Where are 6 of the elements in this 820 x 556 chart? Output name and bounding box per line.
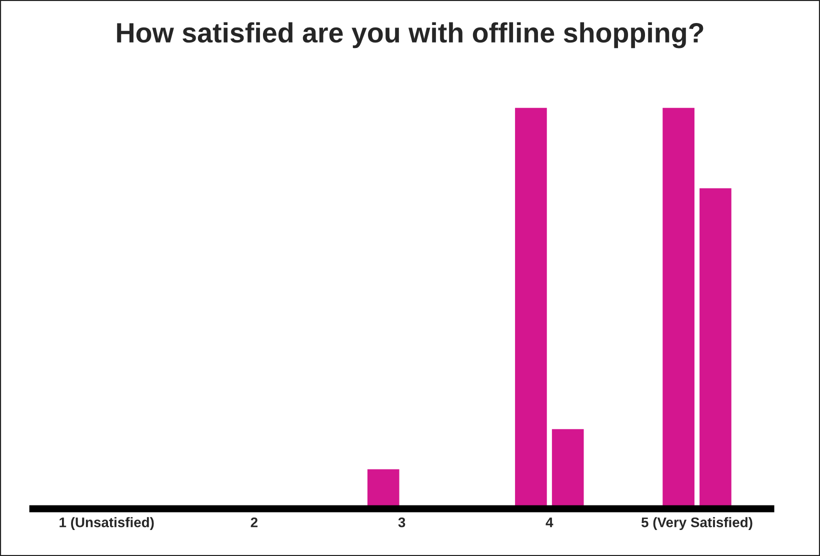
- x-tick-label: 5 (Very Satisfied): [641, 517, 752, 530]
- x-tick-label: 2: [250, 517, 258, 528]
- chart-title: How satisfied are you with offline shopping?: [117, 22, 704, 48]
- x-tick-label: 1 (Unsatisfied): [60, 517, 154, 530]
- x-tick-label: 4: [546, 518, 554, 528]
- x-tick-label: 3: [398, 517, 406, 528]
